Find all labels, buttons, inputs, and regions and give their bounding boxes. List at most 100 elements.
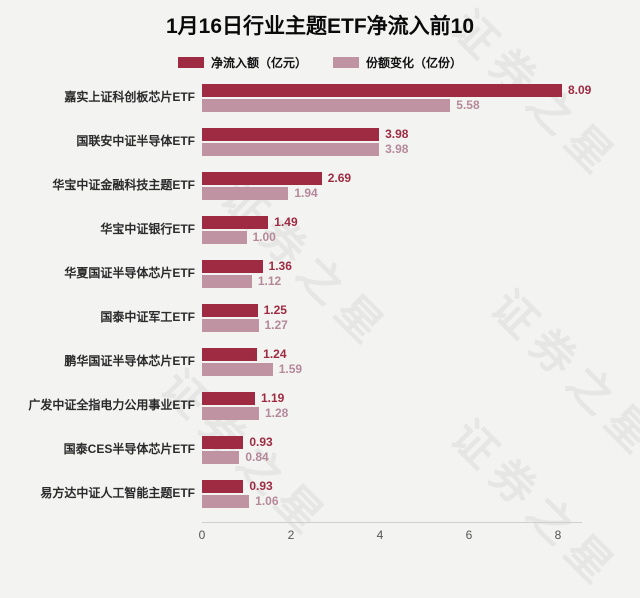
- chart-row: 国泰CES半导体芯片ETF 0.93 0.84: [0, 434, 640, 465]
- x-axis-tick-label: 8: [554, 528, 562, 542]
- net-inflow-bar: [202, 347, 258, 361]
- bar-line: 3.98: [202, 142, 640, 156]
- bar-group: 1.49 1.00: [202, 214, 640, 245]
- share-change-bar: [202, 362, 273, 376]
- share-change-value: 1.59: [278, 362, 303, 376]
- chart-row: 易方达中证人工智能主题ETF 0.93 1.06: [0, 478, 640, 509]
- share-change-bar: [202, 186, 289, 200]
- x-axis-line: [202, 522, 582, 523]
- bar-group: 1.19 1.28: [202, 390, 640, 421]
- bar-line: 1.59: [202, 362, 640, 376]
- bar-line: 5.58: [202, 98, 640, 112]
- bar-line: 0.84: [202, 450, 640, 464]
- net-inflow-value: 0.93: [249, 435, 273, 449]
- bar-chart-area: 嘉实上证科创板芯片ETF 8.09 5.58 国联安中证半导体ETF 3.98 3.98 华…: [0, 82, 640, 544]
- bar-line: 1.24: [202, 347, 640, 361]
- category-label: 华宝中证金融科技主题ETF: [52, 177, 195, 192]
- category-label: 华宝中证银行ETF: [100, 221, 195, 236]
- bar-line: 1.27: [202, 318, 640, 332]
- chart-legend: 净流入额（亿元） 份额变化（亿份）: [0, 54, 640, 70]
- net-inflow-value: 8.09: [568, 83, 592, 97]
- net-inflow-bar: [202, 259, 263, 273]
- share-change-value: 0.84: [245, 450, 269, 464]
- bar-group: 8.09 5.58: [202, 82, 640, 113]
- net-inflow-value: 3.98: [385, 127, 409, 141]
- bar-group: 3.98 3.98: [202, 126, 640, 157]
- share-change-value: 5.58: [456, 98, 480, 112]
- net-inflow-value: 1.19: [260, 391, 285, 405]
- bar-line: 8.09: [202, 83, 640, 97]
- legend-swatch-share-change: [333, 56, 359, 68]
- net-inflow-bar: [202, 479, 244, 493]
- category-label: 广发中证全指电力公用事业ETF: [28, 397, 195, 412]
- share-change-value: 1.94: [294, 186, 318, 200]
- legend-swatch-net-inflow: [177, 56, 204, 68]
- share-change-bar: [202, 318, 259, 332]
- legend-label-share-change: 份额变化（亿份）: [366, 55, 463, 70]
- net-inflow-bar: [202, 435, 244, 449]
- bar-line: 0.93: [202, 435, 640, 449]
- net-inflow-value: 1.49: [274, 215, 298, 229]
- chart-row: 广发中证全指电力公用事业ETF 1.19 1.28: [0, 390, 640, 421]
- bar-group: 0.93 0.84: [202, 434, 640, 465]
- category-label: 国联安中证半导体ETF: [76, 133, 195, 148]
- category-label: 嘉实上证科创板芯片ETF: [64, 89, 195, 104]
- net-inflow-value: 1.25: [263, 303, 287, 317]
- bar-line: 3.98: [202, 127, 640, 141]
- chart-row: 嘉实上证科创板芯片ETF 8.09 5.58: [0, 82, 640, 113]
- x-axis-tick-label: 6: [465, 528, 473, 542]
- chart-row: 华宝中证银行ETF 1.49 1.00: [0, 214, 640, 245]
- share-change-value: 1.00: [252, 230, 276, 244]
- share-change-value: 1.06: [255, 494, 279, 508]
- net-inflow-bar: [202, 127, 380, 141]
- bar-line: 2.69: [202, 171, 640, 185]
- bar-line: 1.00: [202, 230, 640, 244]
- legend-label-net-inflow: 净流入额（亿元）: [210, 55, 307, 70]
- bar-group: 1.36 1.12: [202, 258, 640, 289]
- share-change-bar: [202, 450, 240, 464]
- category-label: 国泰中证军工ETF: [100, 309, 195, 324]
- net-inflow-value: 2.69: [327, 171, 352, 185]
- share-change-value: 3.98: [385, 142, 409, 156]
- bar-line: 1.36: [202, 259, 640, 273]
- category-label: 华夏国证半导体芯片ETF: [64, 265, 195, 280]
- net-inflow-bar: [202, 83, 562, 97]
- net-inflow-bar: [202, 171, 322, 185]
- chart-row: 国泰中证军工ETF 1.25 1.27: [0, 302, 640, 333]
- bar-line: 1.19: [202, 391, 640, 405]
- chart-row: 鹏华国证半导体芯片ETF 1.24 1.59: [0, 346, 640, 377]
- bar-group: 2.69 1.94: [202, 170, 640, 201]
- chart-row: 华夏国证半导体芯片ETF 1.36 1.12: [0, 258, 640, 289]
- bar-line: 1.25: [202, 303, 640, 317]
- net-inflow-bar: [202, 391, 255, 405]
- bar-line: 1.12: [202, 274, 640, 288]
- x-axis: 0 2 4 6 8: [198, 522, 640, 544]
- bar-group: 1.25 1.27: [202, 302, 640, 333]
- category-label: 国泰CES半导体芯片ETF: [63, 441, 195, 456]
- chart-row: 国联安中证半导体ETF 3.98 3.98: [0, 126, 640, 157]
- chart-title: 1月16日行业主题ETF净流入前10: [165, 15, 475, 38]
- bar-line: 1.06: [202, 494, 640, 508]
- category-label: 易方达中证人工智能主题ETF: [40, 485, 195, 500]
- bar-group: 1.24 1.59: [202, 346, 640, 377]
- bar-group: 0.93 1.06: [202, 478, 640, 509]
- legend-item-share-change: 份额变化（亿份）: [333, 54, 462, 71]
- x-axis-tick-label: 0: [198, 528, 206, 542]
- share-change-value: 1.27: [264, 318, 288, 332]
- share-change-bar: [202, 142, 380, 156]
- bar-line: 1.94: [202, 186, 640, 200]
- category-label: 鹏华国证半导体芯片ETF: [64, 353, 195, 368]
- net-inflow-bar: [202, 303, 258, 317]
- share-change-bar: [202, 406, 259, 420]
- x-axis-tick-label: 4: [376, 528, 384, 542]
- share-change-bar: [202, 230, 247, 244]
- share-change-value: 1.12: [257, 274, 282, 288]
- bar-line: 0.93: [202, 479, 640, 493]
- share-change-bar: [202, 98, 451, 112]
- bar-line: 1.28: [202, 406, 640, 420]
- net-inflow-bar: [202, 215, 269, 229]
- x-axis-tick-label: 2: [287, 528, 295, 542]
- share-change-value: 1.28: [264, 406, 289, 420]
- share-change-bar: [202, 274, 252, 288]
